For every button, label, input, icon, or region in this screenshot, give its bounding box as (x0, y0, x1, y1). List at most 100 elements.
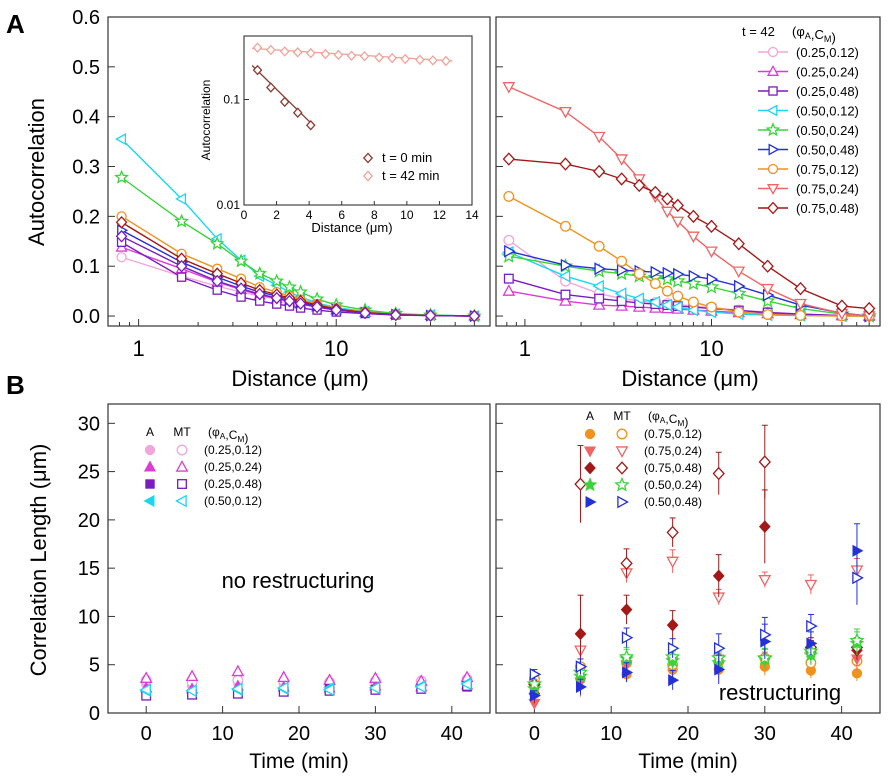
legend-marker-a (584, 461, 596, 475)
data-point (320, 48, 331, 60)
legend-marker (766, 184, 780, 196)
data-point (115, 215, 128, 229)
data-point-a (620, 603, 633, 617)
y-tick-label: 30 (78, 413, 100, 435)
data-point (558, 269, 571, 283)
data-point (671, 216, 685, 229)
legend-marker (768, 86, 778, 96)
inset-x-tick-label: 8 (371, 208, 378, 222)
data-point-a (668, 674, 680, 687)
data-point (294, 297, 307, 310)
data-point (389, 308, 402, 322)
data-point-mt (139, 671, 153, 683)
data-point (269, 273, 285, 288)
data-point-mt (185, 684, 197, 698)
legend-marker (766, 64, 780, 76)
legend-label: (0.25,0.48) (204, 477, 262, 491)
y-tick-label: 25 (78, 462, 100, 484)
data-point-mt (529, 667, 542, 681)
legend-label: (0.25,0.12) (796, 45, 859, 60)
legend-marker (362, 152, 374, 164)
data-point (671, 198, 684, 213)
legend-label: (0.75,0.24) (796, 182, 859, 197)
data-point-mt (804, 579, 818, 592)
data-point (672, 290, 684, 302)
data-point (560, 258, 573, 272)
data-point (732, 237, 745, 251)
legend-header: (φA,CM) (648, 409, 688, 429)
data-point (559, 106, 572, 119)
data-point (648, 295, 661, 309)
legend-label: (0.50,0.24) (796, 123, 859, 138)
data-point (503, 273, 514, 284)
y-tick-label: 0.4 (72, 107, 100, 129)
data-point-mt (231, 664, 245, 677)
data-point (175, 192, 187, 205)
data-point-a (852, 544, 864, 557)
x-tick-label: 20 (288, 723, 310, 745)
data-point (592, 164, 606, 179)
legend-marker (768, 143, 780, 156)
data-point (733, 306, 745, 318)
data-point-mt (666, 525, 679, 540)
y-tick-label: 15 (78, 558, 100, 580)
data-point (266, 82, 276, 93)
data-point (387, 52, 398, 64)
legend-header: (φA,CM) (208, 425, 248, 445)
data-point (502, 152, 515, 166)
y-tick-label: 0 (89, 703, 100, 725)
data-point-mt (667, 641, 680, 655)
data-point (270, 291, 283, 305)
inset-y-axis-label: Autocorrelation (199, 80, 213, 161)
inset-x-tick-label: 0 (241, 208, 248, 222)
plot-frame-a-left (107, 16, 491, 327)
data-point-a (576, 680, 588, 693)
legend-marker (765, 122, 781, 137)
data-point (761, 283, 775, 296)
legend-title: t = 42 (742, 24, 775, 39)
legend-marker (766, 104, 778, 117)
legend-marker (767, 46, 779, 58)
data-point (282, 279, 297, 294)
data-point (374, 52, 385, 63)
data-point (705, 246, 718, 259)
x-tick-label: 0 (529, 723, 540, 745)
data-point (468, 309, 481, 323)
legend-marker (767, 163, 779, 175)
x-tick-label: 30 (754, 723, 776, 745)
data-point (615, 172, 628, 186)
data-point (795, 310, 806, 321)
x-axis-label: Time (min) (249, 750, 349, 773)
y-tick-label: 20 (78, 510, 100, 532)
data-point (233, 253, 249, 268)
data-point (732, 266, 746, 279)
inset-x-axis-label: Distance (μm) (311, 220, 392, 235)
data-point (333, 49, 344, 61)
data-point (761, 259, 774, 273)
legend-label: (0.50,0.48) (796, 143, 859, 158)
legend-label: (0.25,0.48) (796, 84, 859, 99)
data-point (687, 231, 700, 244)
data-point (661, 285, 673, 297)
data-point (632, 292, 644, 305)
data-point-mt (276, 681, 289, 695)
data-point (794, 298, 807, 311)
legend-col-a: A (586, 409, 594, 423)
legend-label: (0.75,0.48) (644, 461, 702, 475)
y-tick-label: 0.3 (72, 157, 100, 179)
legend-marker-mt (615, 446, 629, 458)
legend-col-a: A (146, 425, 154, 439)
inset-y-tick-label: 0.1 (223, 93, 240, 107)
data-point (660, 206, 674, 219)
data-point-mt (849, 632, 865, 648)
legend-marker-a (145, 479, 155, 489)
data-point-mt (575, 660, 588, 674)
legend-marker-mt (176, 444, 188, 456)
panel-label-a: A (6, 9, 25, 39)
legend-label: (0.50,0.24) (644, 478, 702, 492)
inset-x-tick-label: 6 (338, 208, 345, 222)
x-tick-label: 20 (677, 723, 699, 745)
legend-marker-mt (177, 479, 187, 489)
x-tick-label: 10 (600, 723, 622, 745)
legend-label: (0.50,0.12) (796, 104, 859, 119)
